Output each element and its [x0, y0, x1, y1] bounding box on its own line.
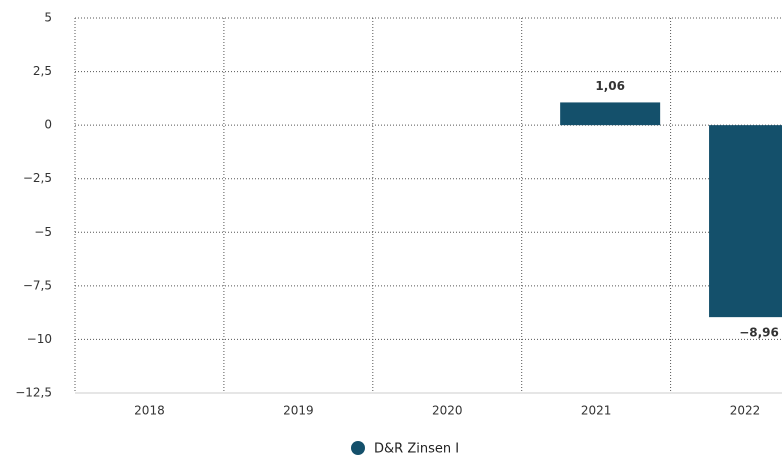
x-tick-label: 2018	[134, 404, 165, 418]
x-tick-label: 2019	[283, 404, 314, 418]
legend-marker	[351, 441, 365, 455]
x-tick-label: 2020	[432, 404, 463, 418]
bar	[560, 102, 661, 126]
value-label: 1,06	[595, 79, 625, 93]
value-label: −8,96	[739, 326, 779, 340]
y-tick-label: 5	[44, 11, 52, 25]
y-tick-label: −7,5	[23, 278, 52, 292]
y-tick-label: −12,5	[15, 386, 52, 400]
x-tick-label: 2021	[581, 404, 612, 418]
y-tick-label: −2,5	[23, 171, 52, 185]
y-tick-label: 2,5	[33, 64, 52, 78]
y-tick-label: 0	[44, 118, 52, 132]
y-tick-label: −10	[27, 332, 52, 346]
legend-label: D&R Zinsen I	[374, 442, 459, 456]
x-tick-label: 2022	[730, 404, 761, 418]
bar	[709, 125, 782, 318]
y-tick-label: −5	[34, 225, 52, 239]
